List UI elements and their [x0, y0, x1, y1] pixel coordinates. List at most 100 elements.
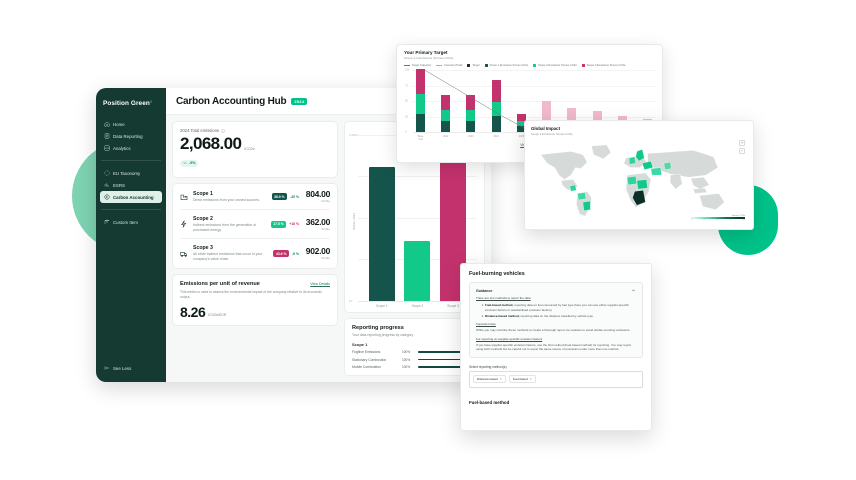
legend-item-scope-1[interactable]: Scope 1 Emissions Tonnes CO2e	[484, 64, 528, 67]
stacked-bar-base-year[interactable]	[416, 69, 425, 132]
legend-swatch-dashed-line	[436, 65, 443, 66]
scope-name: Scope 2	[193, 216, 213, 222]
sidebar-item-analytics[interactable]: Analytics	[100, 142, 162, 154]
close-icon[interactable]: ×	[529, 376, 532, 381]
stacked-bar-2023[interactable]	[466, 94, 476, 132]
chevron-up-icon[interactable]	[631, 288, 636, 293]
total-emissions-value: 2,068.00	[180, 134, 242, 153]
map-legend-gradient	[691, 216, 745, 219]
map-zoom-in-button[interactable]: +	[739, 140, 745, 146]
primary-target-xlabel: 2023	[468, 134, 474, 138]
legend-item-scope-3[interactable]: Scope 3 Emissions Tonnes CO2e	[581, 64, 626, 67]
brand-mark: °	[149, 100, 153, 107]
scope-delta: +18 %	[289, 222, 299, 227]
scope-row-1[interactable]: Scope 1 Direct emissions from your owned…	[180, 184, 330, 210]
emissions-per-revenue-view-details-link[interactable]: View Details	[310, 281, 330, 286]
map-legend-tick: 100	[741, 219, 745, 221]
sidebar-item-home[interactable]: Home	[100, 118, 162, 130]
eu-taxonomy-icon	[104, 170, 110, 176]
guidance-note-text: While you may combine these methods to c…	[476, 328, 631, 332]
scope-share-badge: 17.5 %	[270, 220, 287, 228]
bolt-icon	[181, 220, 187, 228]
reporting-method-tag-distance-based[interactable]: Distance-based ×	[473, 374, 506, 383]
info-icon[interactable]	[221, 128, 225, 133]
emissions-per-revenue-header: Emissions per unit of revenue View Detai…	[180, 281, 330, 287]
sidebar-collapse-button[interactable]: See Less	[100, 362, 162, 374]
guidance-box: Guidance There are two methods to report…	[469, 282, 643, 358]
reporting-progress-row-pct: 100%	[402, 350, 411, 354]
guidance-box-header[interactable]: Guidance	[476, 288, 636, 293]
stacked-bar-2025[interactable]	[516, 114, 526, 132]
primary-target-xlabel: Base Year	[417, 134, 424, 141]
scope-share-badge: 38.9 %	[271, 193, 288, 200]
scope-unit: tCO2e	[321, 256, 330, 261]
sidebar-footer: See Less	[96, 358, 166, 382]
reporting-method-multiselect[interactable]: Distance-based × Fuel-based ×	[469, 370, 643, 388]
scope-chart-bar-scope-2[interactable]	[404, 240, 431, 301]
legend-item-target[interactable]: Target	[467, 64, 480, 67]
primary-target-ytick: 0	[405, 130, 407, 134]
sidebar-item-label: Analytics	[113, 145, 131, 151]
reporting-progress-row-pct: 100%	[402, 357, 411, 362]
primary-target-xlabel: 2024	[493, 134, 499, 138]
primary-target-xlabel: 2022	[443, 134, 449, 138]
sidebar-item-esrs[interactable]: ESRS	[100, 179, 162, 191]
scope-delta: -20 %	[290, 194, 299, 199]
guidance-box-title: Guidance	[476, 288, 493, 293]
stacked-bar-2022[interactable]	[441, 94, 451, 132]
total-emissions-label-text: 2024 Total emissions	[180, 128, 220, 133]
sidebar-divider	[101, 160, 161, 161]
reporting-method-tag-fuel-based[interactable]: Fuel-based ×	[508, 374, 536, 383]
map-legend-ticks: 0 25 50 75 100	[691, 219, 745, 221]
legend-swatch-square	[581, 64, 585, 67]
emissions-per-revenue-title: Emissions per unit of revenue	[180, 280, 260, 287]
map-legend: Tonnes CO2e 0 25 50 75 100	[691, 214, 745, 221]
legend-label: Forecast (Total)	[444, 64, 463, 67]
carbon-accounting-icon	[104, 194, 110, 200]
primary-target-ytick: 100	[405, 68, 410, 72]
legend-item-forecast-total[interactable]: Forecast (Total)	[436, 64, 462, 67]
legend-item-scope-2[interactable]: Scope 2 Emissions Tonnes CO2e	[533, 64, 577, 67]
reporting-progress-row-pct: 100%	[402, 365, 411, 369]
tag-label: Distance-based	[477, 376, 498, 381]
reporting-progress-row: Fugitive Emissions 100%	[352, 350, 477, 354]
scope-chart-ytick-min: 0 t	[349, 298, 353, 303]
sidebar-item-label: ESRS	[113, 182, 125, 188]
sidebar-item-label: Data Reporting	[113, 133, 143, 139]
guidance-method-text: reporting data on the distance travelled…	[519, 313, 594, 318]
guidance-sub-heading: For reporting on supplier-specific emiss…	[476, 336, 543, 341]
sidebar-item-custom-item[interactable]: Custom Item	[100, 216, 162, 228]
sidebar-collapse-label: See Less	[113, 365, 132, 371]
scope-chart-xlabel: Scope 3	[447, 303, 459, 308]
map-legend-label: Tonnes CO2e	[731, 214, 745, 217]
stacked-bar-2024[interactable]	[491, 79, 501, 132]
scope-row-2[interactable]: Scope 2 Indirect emissions from the gene…	[180, 210, 331, 240]
scope-name: Scope 1	[193, 190, 213, 197]
guidance-note-heading: Important Note	[476, 322, 496, 326]
data-reporting-icon	[104, 133, 110, 139]
map-zoom-out-button[interactable]: −	[739, 148, 745, 154]
scope-chart-bars	[358, 135, 477, 301]
scope-value-block-2: 362.00 tCO2e	[304, 218, 331, 231]
scope-chart-bar-scope-1[interactable]	[368, 167, 395, 301]
emissions-per-revenue-description: This metric is used to assess the enviro…	[180, 289, 322, 299]
scope-text-2: Scope 2 Indirect emissions from the gene…	[193, 216, 266, 232]
close-icon[interactable]: ×	[499, 376, 502, 381]
map-legend-tick: 50	[715, 219, 718, 221]
map-canvas[interactable]: + −	[531, 138, 747, 222]
sidebar-item-carbon-accounting[interactable]: Carbon Accounting	[100, 191, 162, 203]
scope-row-3[interactable]: Scope 3 All other indirect emissions tha…	[180, 239, 330, 267]
map-title: Global Impact	[531, 126, 561, 131]
legend-swatch-square	[467, 64, 471, 67]
scope-text-1: Scope 1 Direct emissions from your owned…	[193, 191, 267, 203]
brand-name: Position Green	[103, 100, 150, 107]
reporting-progress-row-name: Stationary Combustion	[352, 357, 387, 362]
sidebar-item-data-reporting[interactable]: Data Reporting	[100, 130, 162, 142]
guidance-method-strong: Fuel-based method,	[485, 303, 514, 307]
fuel-burning-vehicles-window: Fuel-burning vehicles Guidance There are…	[460, 263, 652, 431]
legend-label: Scope 3 Emissions Tonnes CO2e	[586, 64, 626, 67]
legend-item-target-trajectory[interactable]: Target Trajectory	[404, 64, 431, 67]
scope-description: All other indirect emissions that occur …	[193, 252, 263, 262]
scope-text-3: Scope 3 All other indirect emissions tha…	[193, 245, 268, 261]
sidebar-item-eu-taxonomy[interactable]: EU Taxonomy	[100, 167, 162, 179]
